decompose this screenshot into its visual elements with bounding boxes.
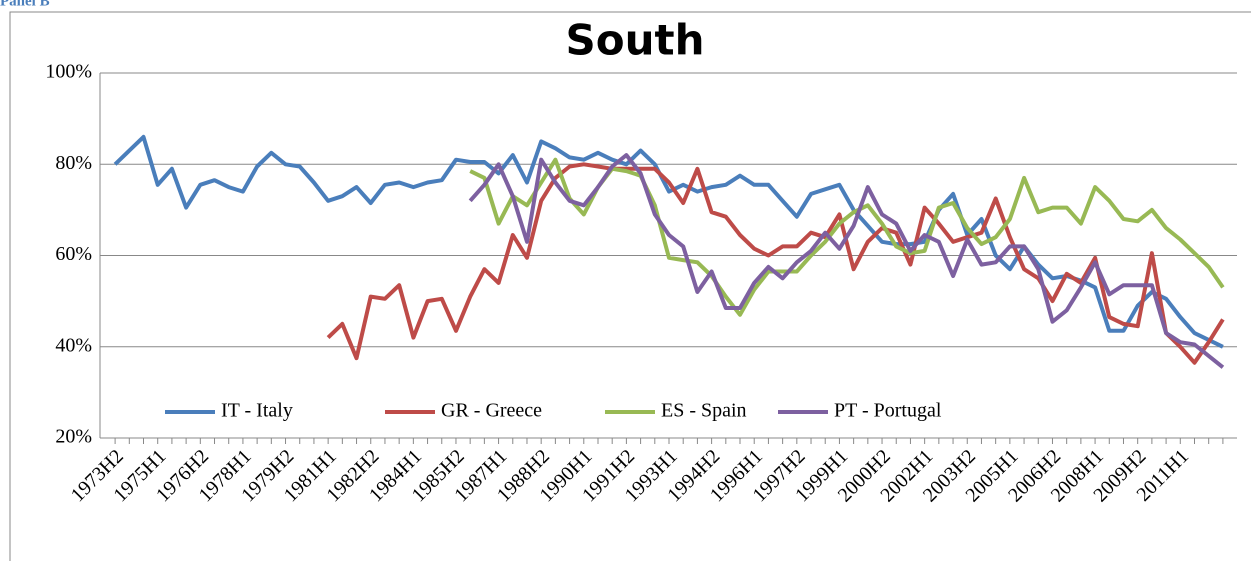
frame	[9, 11, 1251, 561]
y-tick-label: 40%	[55, 334, 92, 356]
series-line	[468, 153, 1225, 369]
series-line	[326, 162, 1225, 365]
panel-label: Panel B	[0, 0, 50, 9]
y-tick-label: 100%	[45, 61, 92, 83]
y-tick-label: 80%	[55, 152, 92, 174]
y-tick-label: 20%	[55, 426, 92, 448]
legend-label: PT - Portugal	[834, 400, 942, 422]
legend-label: IT - Italy	[221, 400, 293, 422]
legend-label: GR - Greece	[441, 400, 542, 422]
chart-title: South	[566, 16, 705, 65]
y-tick-label: 60%	[55, 243, 92, 265]
series-line	[113, 134, 1224, 349]
legend-label: ES - Spain	[661, 400, 747, 422]
